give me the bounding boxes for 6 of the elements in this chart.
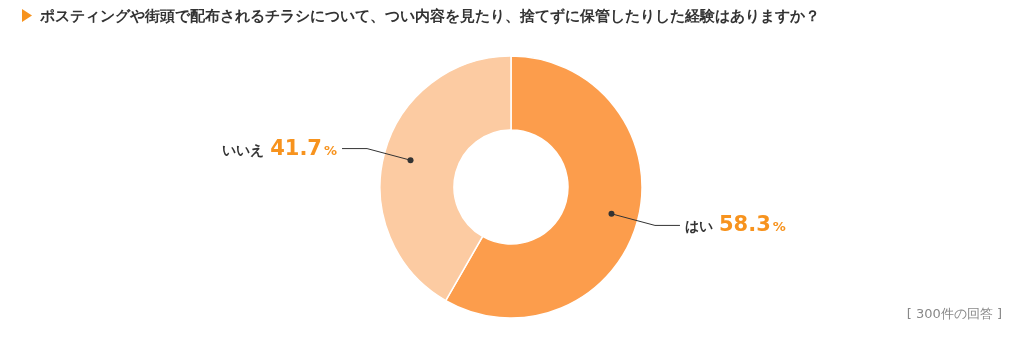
data-label: 58.3% xyxy=(718,212,786,237)
slice-label: いいえ xyxy=(222,141,265,158)
chart-title: ポスティングや街頭で配布されるチラシについて、つい内容を見たり、捨てずに保管したりした経験はありますか？ xyxy=(39,7,820,25)
text: [ 300件の回答 ] xyxy=(906,306,1002,321)
slice-label: はい xyxy=(684,218,713,235)
data-label: 41.7% xyxy=(270,135,338,160)
